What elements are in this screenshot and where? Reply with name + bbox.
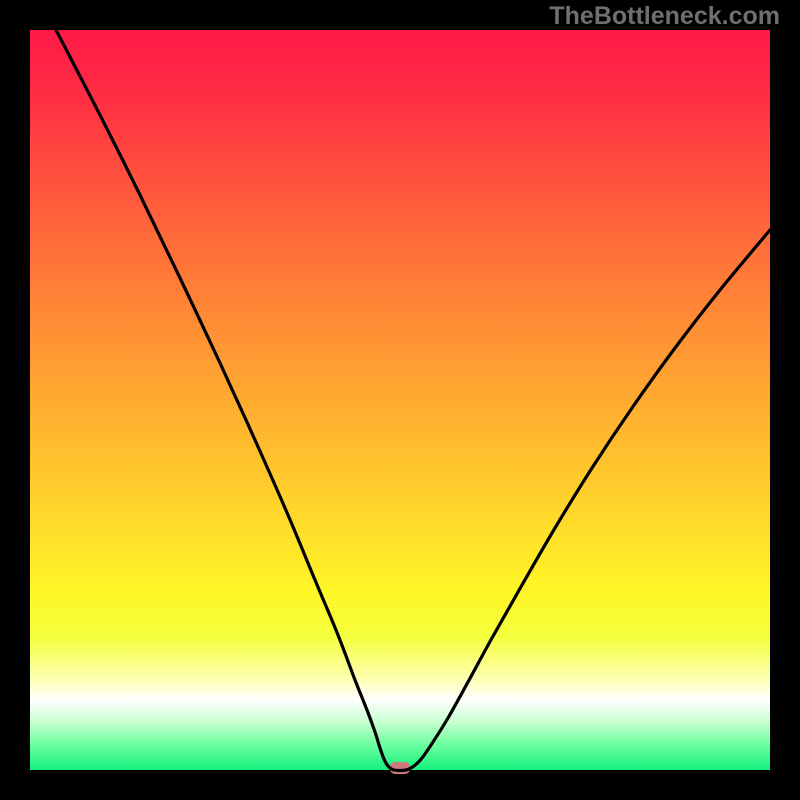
outer-frame: TheBottleneck.com xyxy=(0,0,800,800)
gradient-background xyxy=(30,30,770,770)
plot-svg xyxy=(0,0,800,800)
